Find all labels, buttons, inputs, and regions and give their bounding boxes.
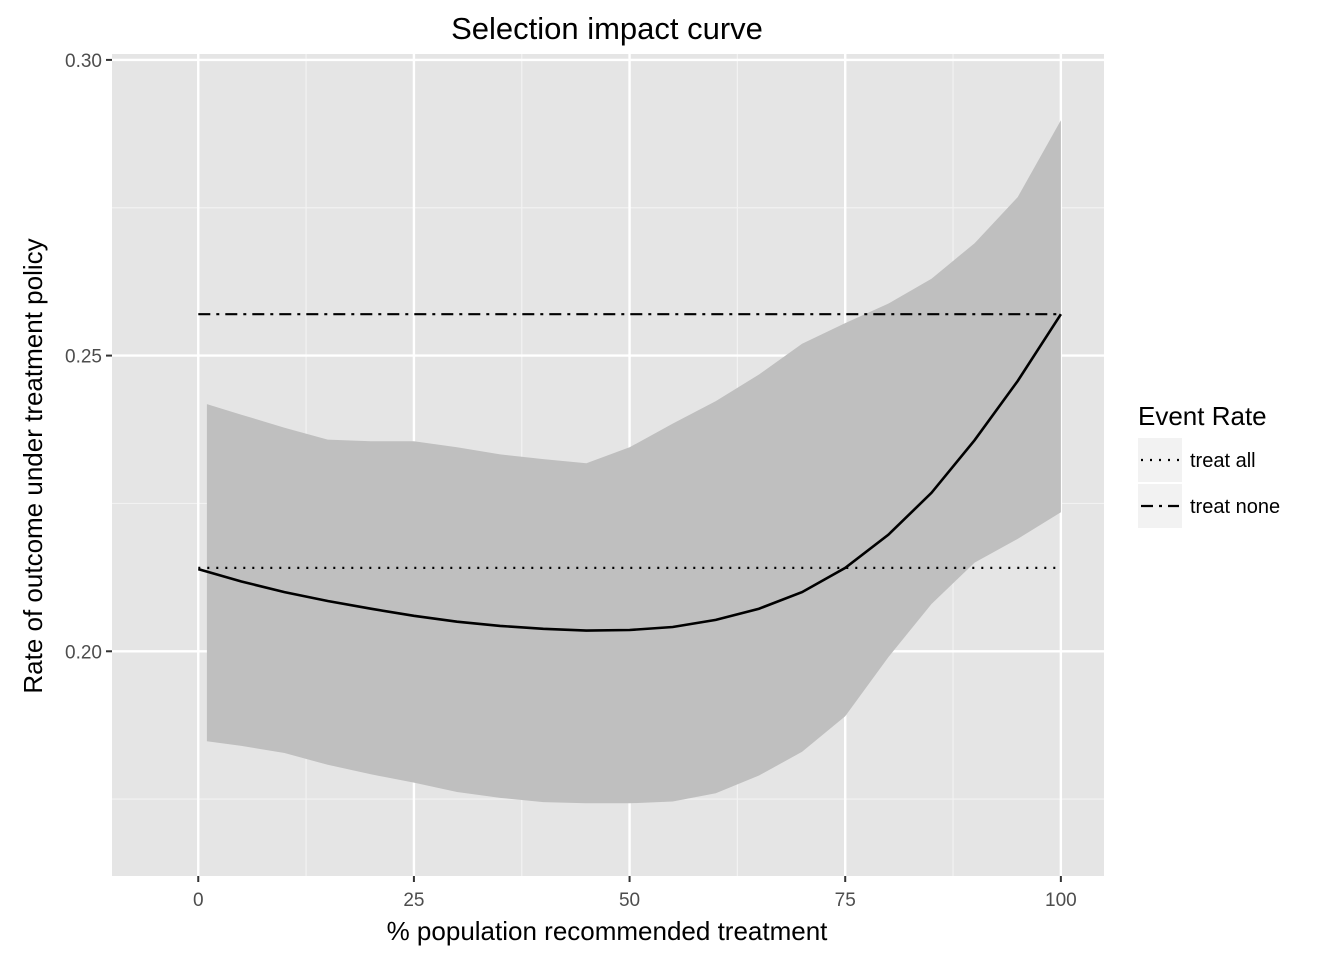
- y-axis-title: Rate of outcome under treatment policy: [18, 238, 48, 693]
- x-axis-ticks: 0 25 50 75 100: [193, 876, 1077, 911]
- legend-title: Event Rate: [1138, 401, 1267, 431]
- x-tick-label: 0: [193, 890, 204, 911]
- confidence-ribbon: [206, 120, 1061, 804]
- series-selection-impact: [197, 313, 1062, 632]
- legend: Event Rate treat all treat none: [1138, 401, 1280, 528]
- x-tick-label: 75: [835, 890, 856, 911]
- y-axis-ticks: 0.20 0.25 0.30: [65, 51, 112, 663]
- chart-title: Selection impact curve: [451, 11, 763, 46]
- y-tick-label: 0.25: [65, 347, 102, 368]
- y-tick-label: 0.30: [65, 51, 102, 72]
- x-tick-label: 100: [1045, 890, 1077, 911]
- legend-label-treat-all: treat all: [1190, 450, 1256, 472]
- y-tick-label: 0.20: [65, 642, 102, 663]
- series-layer: [197, 313, 1062, 632]
- x-tick-label: 50: [619, 890, 640, 911]
- x-axis-title: % population recommended treatment: [387, 916, 829, 946]
- legend-label-treat-none: treat none: [1190, 496, 1280, 518]
- x-tick-label: 25: [403, 890, 424, 911]
